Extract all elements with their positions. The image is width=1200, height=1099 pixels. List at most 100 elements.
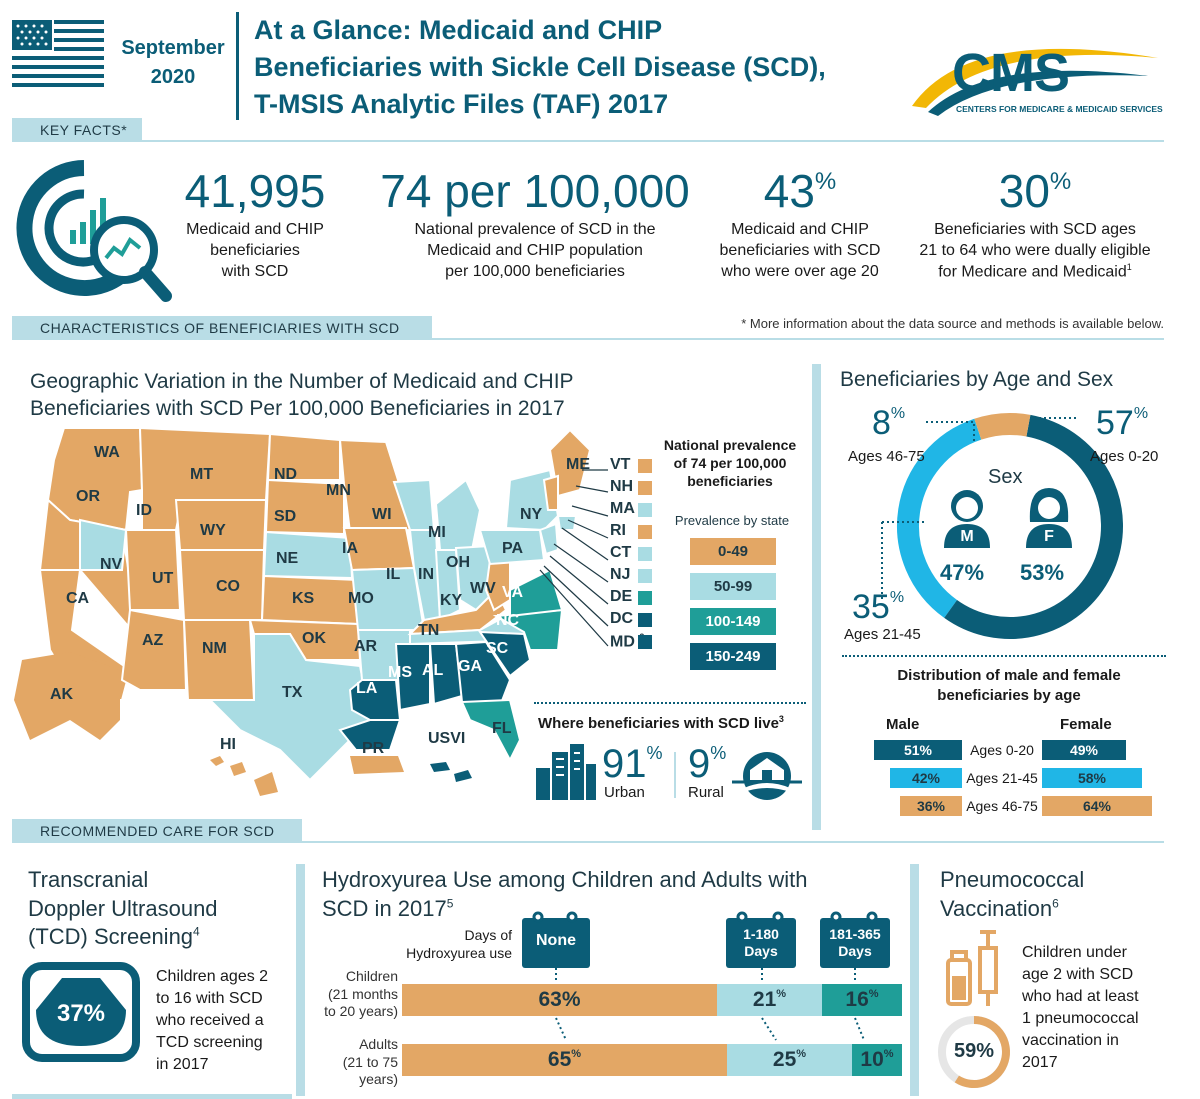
age-row-label-0: Ages 0-20 <box>970 742 1034 758</box>
fact-national-prevalence: 74 per 100,000 National prevalence of SC… <box>360 168 710 282</box>
state-label-wi: WI <box>372 506 392 523</box>
state-label-sc: SC <box>486 640 509 657</box>
fact-description: Medicaid and CHIP beneficiaries with SCD <box>186 221 324 280</box>
children-label: Children (21 months to 20 years) <box>324 968 398 1019</box>
legend-title: Prevalence by state <box>674 513 790 528</box>
pneumo-ring <box>936 1014 1012 1090</box>
report-date: September 2020 <box>121 37 225 88</box>
male-percent: 47% <box>940 560 985 585</box>
state-label-va: VA <box>502 584 524 601</box>
fact-value: 74 per 100,000 <box>380 165 690 217</box>
map-title: Geographic Variation in the Number of Me… <box>30 370 574 421</box>
pneumo-ring-fill <box>954 1016 1010 1088</box>
donut-segment-1 <box>944 414 1123 639</box>
adults-bar-1: 25% <box>727 1044 852 1076</box>
ultrasound-icon <box>22 962 140 1062</box>
footnote: * More information about the data source… <box>741 316 1164 331</box>
cms-logo: CMS CENTERS FOR MEDICARE & MEDICAID SERV… <box>908 36 1170 122</box>
calendar-rings <box>520 910 900 924</box>
children-bar-1: 21% <box>717 984 822 1016</box>
where-live-box <box>534 702 806 804</box>
section-rule <box>142 140 1164 142</box>
fact-description: Medicaid and CHIP beneficiaries with SCD w… <box>719 221 881 280</box>
urban-value: 91% <box>602 742 663 786</box>
pneumo-title: Pneumococcal Vaccination6 <box>940 867 1085 921</box>
national-prevalence-note: National prevalence of 74 per 100,000 bene… <box>663 437 797 490</box>
male-bar-2: 36% <box>900 796 962 816</box>
segment-46-75-value: 8% <box>872 404 906 442</box>
column-divider <box>812 364 821 830</box>
city-icon <box>534 744 596 800</box>
calendar-181-365: 181-365 Days <box>820 918 890 968</box>
section-rule <box>302 841 1164 843</box>
distribution-title: Distribution of male and female beneficia… <box>897 667 1121 705</box>
state-label-nd: ND <box>274 466 298 483</box>
age-row-label-2: Ages 46-75 <box>966 798 1038 814</box>
vaccine-icon <box>944 928 1008 1008</box>
donut-segment-2 <box>897 418 982 618</box>
fact-dually-eligible: 30% Beneficiaries with SCD ages 21 to 64 … <box>900 168 1170 283</box>
ne-state-label-dc: DC <box>610 610 634 627</box>
state-label-ks: KS <box>292 590 315 607</box>
ne-state-label-ct: CT <box>610 544 632 561</box>
segment-0-20-value: 57% <box>1096 404 1149 442</box>
ne-state-swatch-nh <box>638 481 652 495</box>
page-title: At a Glance: Medicaid and CHIP Beneficia… <box>254 15 826 119</box>
ne-state-label-nh: NH <box>610 478 634 495</box>
age-row-label-1: Ages 21-45 <box>966 770 1038 786</box>
ne-state-swatch-de <box>638 591 652 605</box>
state-label-or: OR <box>76 488 100 505</box>
state-label-mo: MO <box>348 590 374 607</box>
female-bar-0: 49% <box>1042 740 1126 760</box>
ne-state-swatch-vt <box>638 459 652 473</box>
state-label-nv: NV <box>100 556 123 573</box>
state-label-usvi: USVI <box>428 730 466 747</box>
cms-logo-text: CMS <box>952 43 1070 103</box>
hydroxyurea-title: Hydroxyurea Use among Children and Adult… <box>322 867 808 921</box>
adults-bar-2: 10% <box>852 1044 902 1076</box>
state-label-me: ME <box>566 456 590 473</box>
fact-description: Beneficiaries with SCD ages 21 to 64 who … <box>919 221 1151 280</box>
state-label-wa: WA <box>94 444 120 461</box>
adults-bar-0: 65% <box>402 1044 727 1076</box>
state-label-oh: OH <box>446 554 470 571</box>
state-label-ak: AK <box>50 686 74 703</box>
male-header: Male <box>886 716 920 733</box>
farm-icon <box>730 748 804 800</box>
sex-label: Sex <box>988 466 1023 488</box>
column-divider <box>296 864 305 1096</box>
segment-21-45-label: Ages 21-45 <box>844 626 921 643</box>
state-label-la: LA <box>356 680 378 697</box>
section-rule <box>12 338 1164 340</box>
state-label-ne: NE <box>276 550 299 567</box>
calendar-1-180: 1-180 Days <box>726 918 796 968</box>
state-label-ga: GA <box>458 658 482 675</box>
segment-0-20-label: Ages 0-20 <box>1090 448 1159 465</box>
rural-label: Rural <box>688 784 724 801</box>
ne-state-swatch-md <box>638 635 652 649</box>
state-label-ar: AR <box>354 638 378 655</box>
urban-label: Urban <box>604 784 645 801</box>
male-bar-0: 51% <box>874 740 962 760</box>
state-label-wv: WV <box>470 580 496 597</box>
analytics-icon <box>14 158 174 303</box>
state-label-ny: NY <box>520 506 543 523</box>
ne-state-swatch-ma <box>638 503 652 517</box>
pneumo-value: 59% <box>953 1040 995 1062</box>
state-label-sd: SD <box>274 508 297 525</box>
state-label-mn: MN <box>326 482 351 499</box>
ne-state-label-de: DE <box>610 588 633 605</box>
legend-item-3: 150-249 <box>690 643 776 670</box>
adults-label: Adults (21 to 75 years) <box>342 1036 398 1087</box>
state-label-il: IL <box>386 566 401 583</box>
ne-state-label-nj: NJ <box>610 566 631 583</box>
state-label-az: AZ <box>142 632 164 649</box>
distribution-rule <box>842 655 1166 657</box>
ne-state-swatch-nj <box>638 569 652 583</box>
male-letter: M <box>960 528 974 545</box>
header-divider <box>236 12 239 120</box>
cms-logo-subtext: CENTERS FOR MEDICARE & MEDICAID SERVICES <box>956 104 1163 114</box>
ne-state-swatch-ct <box>638 547 652 561</box>
state-label-id: ID <box>136 502 152 519</box>
male-icon <box>942 486 992 548</box>
